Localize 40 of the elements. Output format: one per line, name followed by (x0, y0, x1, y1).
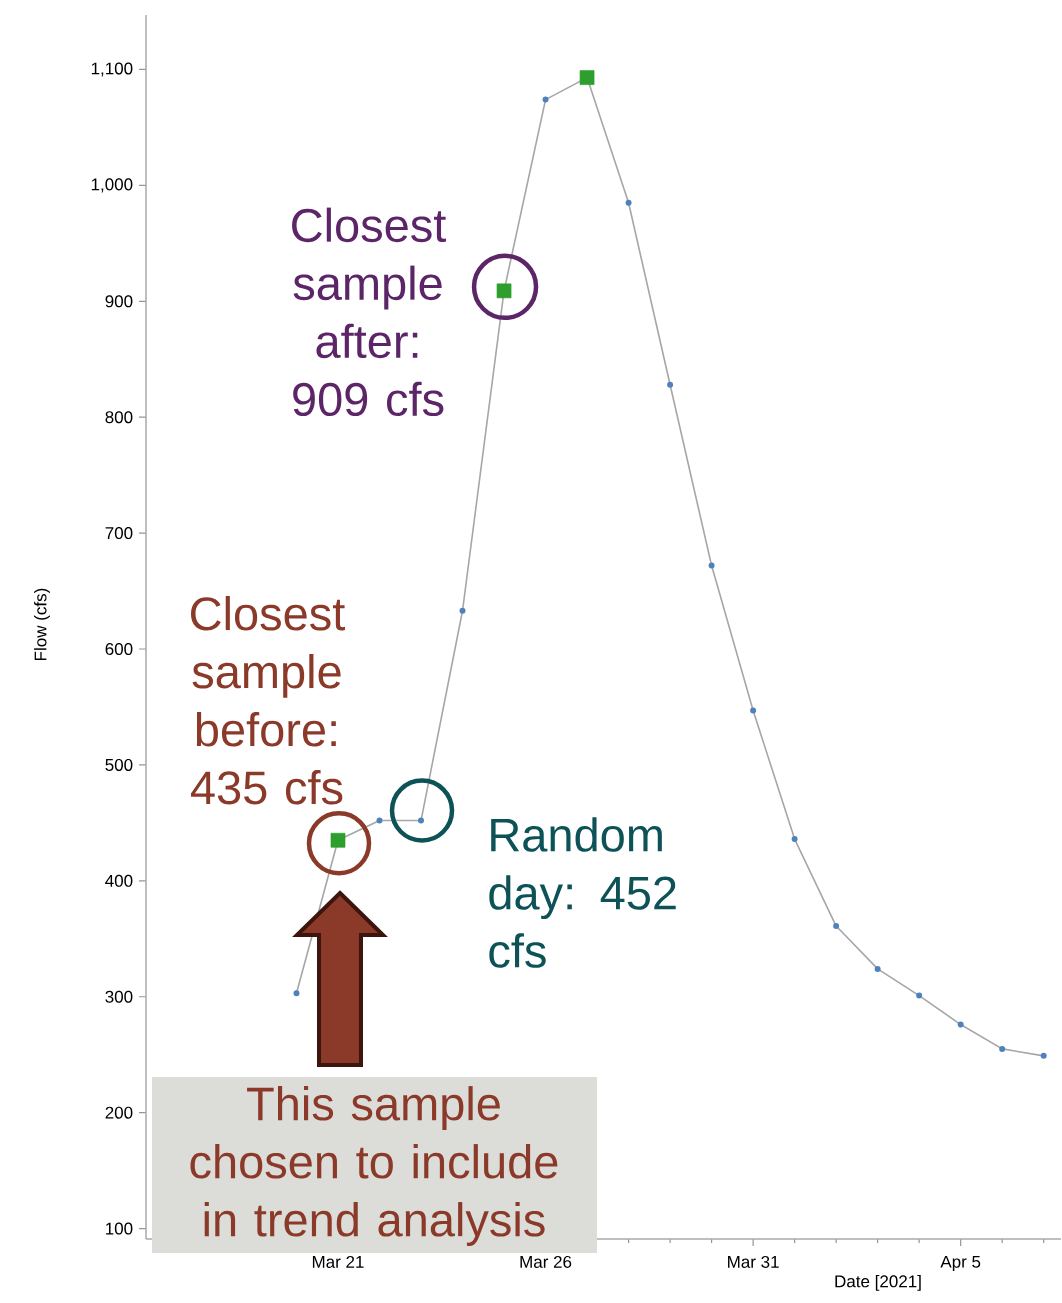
y-tick-label: 600 (105, 643, 133, 656)
y-tick-label: 700 (105, 527, 133, 540)
y-tick-label: 800 (105, 411, 133, 424)
y-axis-title: Flow (cfs) (34, 588, 51, 660)
point (667, 381, 674, 388)
point (916, 992, 923, 999)
y-tick-label: 500 (105, 758, 133, 771)
point (459, 607, 466, 614)
point (418, 817, 425, 824)
point (579, 70, 595, 85)
point (496, 283, 512, 299)
point (957, 1021, 964, 1028)
annotation: Closest sample before: 435 cfs (191, 596, 346, 805)
y-tick-label: 900 (105, 295, 133, 308)
point (708, 562, 715, 569)
annotation: Closest sample after: 909 cfs (292, 207, 447, 417)
x-tick-label: Mar 31 (728, 1255, 779, 1268)
annotation: This sample chosen to include in trend analysis (190, 1086, 558, 1246)
point (874, 965, 881, 972)
point (1040, 1052, 1047, 1059)
point (791, 836, 798, 843)
point (750, 707, 757, 714)
x-tick-label: Apr 5 (940, 1255, 981, 1272)
point (833, 923, 840, 930)
y-tick-label: 400 (105, 874, 133, 887)
y-tick-label: 100 (106, 1222, 133, 1235)
y-tick-label: 300 (105, 990, 133, 1003)
point (293, 990, 300, 997)
annotation: Random day: 452 cfs (489, 817, 676, 968)
y-tick-label: 200 (105, 1106, 133, 1119)
point (330, 832, 346, 848)
point (376, 817, 383, 824)
point (999, 1045, 1006, 1052)
x-axis-title: Date [2021] (835, 1274, 921, 1291)
point (625, 199, 632, 206)
x-tick-label: Mar 21 (313, 1255, 364, 1268)
y-tick-label: 1,100 (92, 62, 133, 77)
y-tick-label: 1,000 (92, 178, 133, 193)
x-tick-label: Mar 26 (520, 1255, 572, 1268)
point (542, 96, 549, 103)
